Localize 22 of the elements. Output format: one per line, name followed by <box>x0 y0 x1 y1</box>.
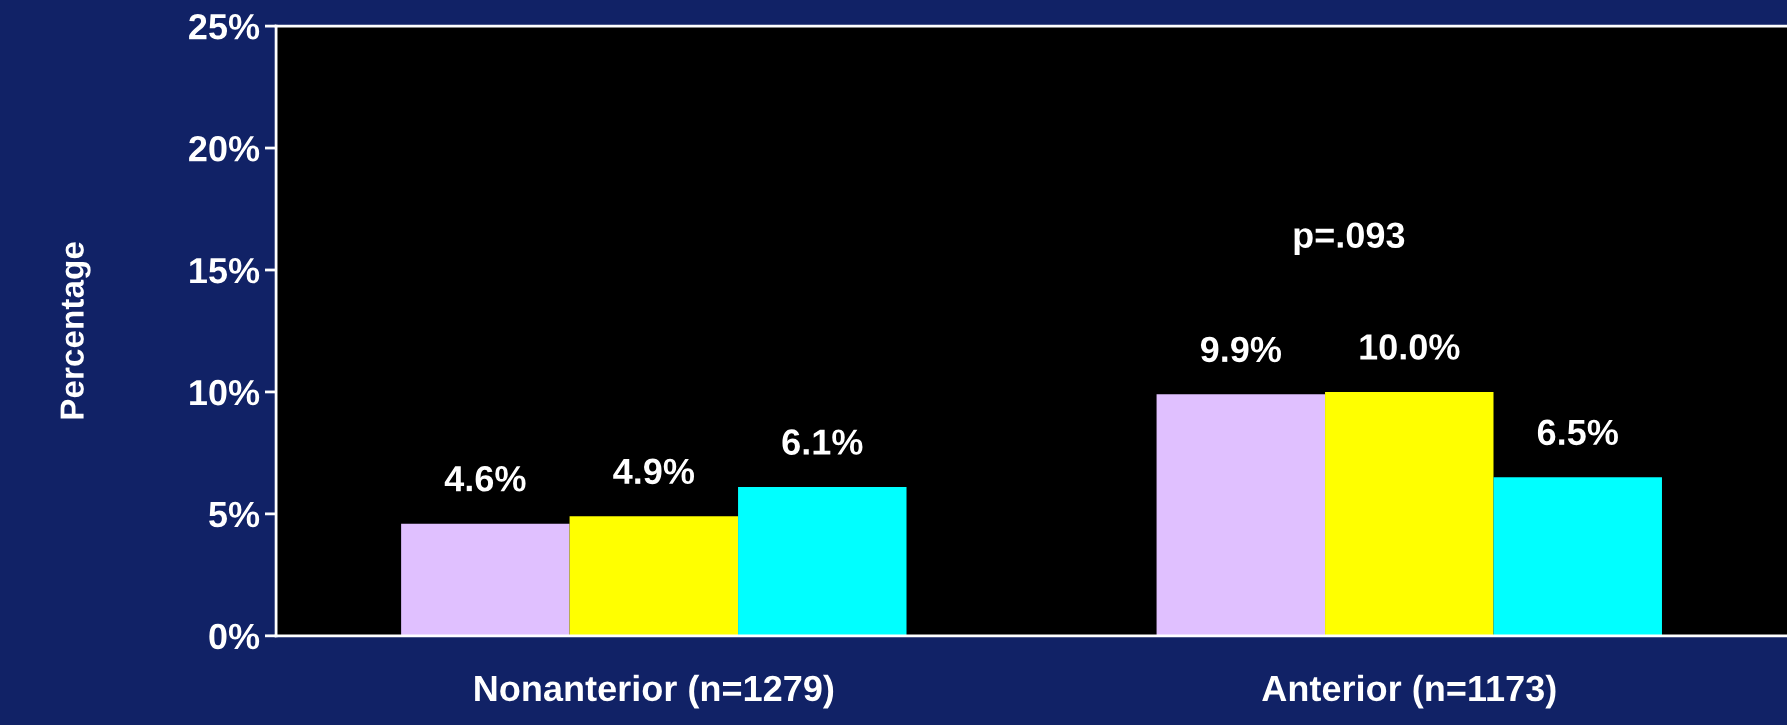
x-tick-label: Anterior (n=1173) <box>1262 674 1556 709</box>
data-label: 6.5% <box>1537 419 1618 446</box>
data-label: 6.1% <box>782 429 863 455</box>
bar <box>1493 477 1662 636</box>
y-tick-label: 0% <box>209 623 260 650</box>
y-tick-label: 25% <box>189 13 260 40</box>
y-tick-label: 15% <box>190 257 260 284</box>
bar <box>738 487 907 636</box>
y-tick-label: 10% <box>190 379 260 406</box>
bar <box>1156 394 1326 636</box>
y-tick-label: 20% <box>189 135 260 162</box>
bar <box>569 516 739 636</box>
bar <box>401 523 570 636</box>
data-label: 10.0% <box>1360 334 1460 360</box>
y-tick-label: 5% <box>209 501 260 528</box>
data-label: 4.9% <box>613 458 695 485</box>
data-label: 4.6% <box>444 465 526 492</box>
y-axis-title: Percentage <box>60 242 91 419</box>
annotation: p=.093 <box>1294 222 1405 256</box>
data-label: 9.9% <box>1200 336 1282 363</box>
bar <box>1325 391 1494 636</box>
x-tick-label: Nonanterior (n=1279) <box>475 674 834 709</box>
